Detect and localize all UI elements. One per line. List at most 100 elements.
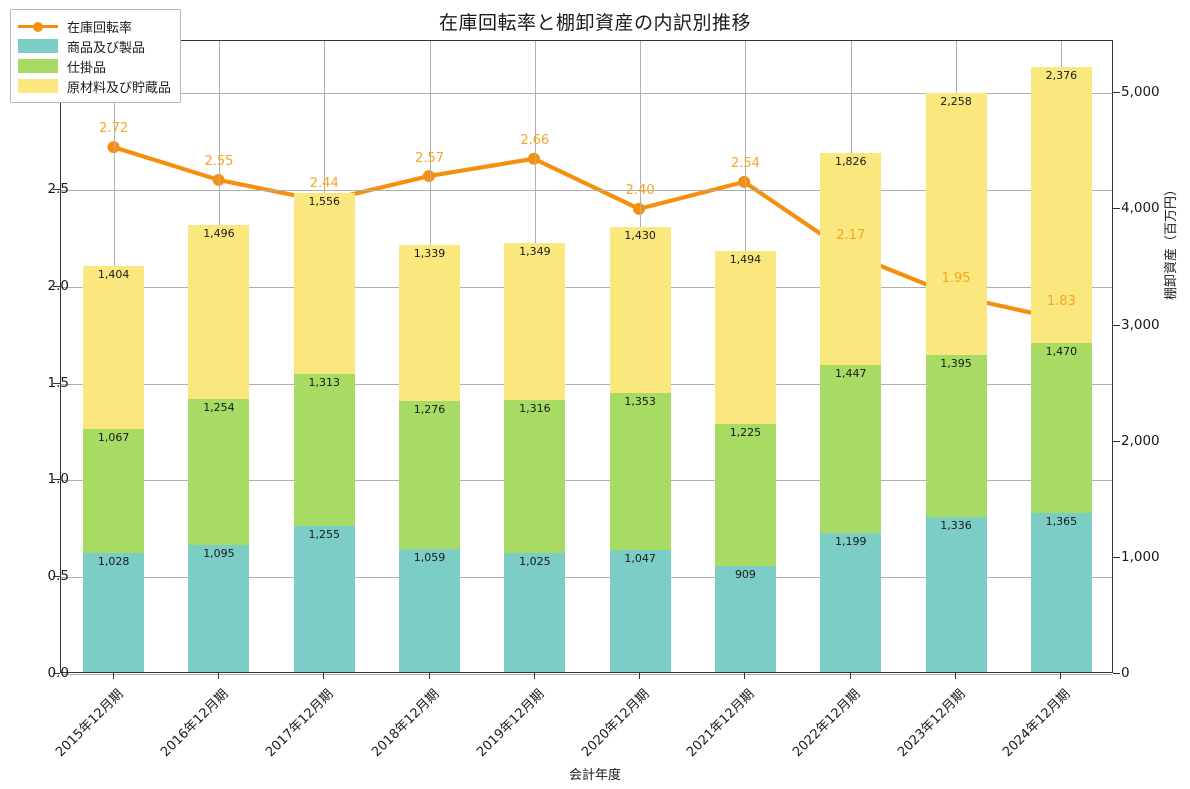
legend-swatch-icon xyxy=(18,39,58,53)
line-value-label: 2.72 xyxy=(99,121,129,137)
bar-stack[interactable]: 1,025 1,316 1,349 xyxy=(504,39,566,672)
bar-stack[interactable]: 1,255 1,313 1,556 xyxy=(293,39,355,672)
x-axis-tick-mark xyxy=(955,673,957,679)
bar-stack[interactable]: 1,095 1,254 1,496 xyxy=(188,39,250,672)
bar-segment[interactable]: 1,255 xyxy=(293,526,355,672)
bar-segment[interactable]: 1,225 xyxy=(714,424,776,567)
bar-segment[interactable]: 1,047 xyxy=(609,550,671,672)
legend-key-icon xyxy=(18,39,58,53)
x-axis-tick-mark xyxy=(849,673,851,679)
bar-value-label: 1,404 xyxy=(97,267,130,281)
bar-value-label: 1,067 xyxy=(97,430,130,444)
bar-segment[interactable]: 1,496 xyxy=(188,225,250,400)
bar-value-label: 909 xyxy=(734,568,756,582)
line-value-label: 2.44 xyxy=(309,175,339,191)
gridline-horizontal xyxy=(61,93,1112,95)
bar-segment[interactable]: 1,025 xyxy=(504,552,566,672)
bar-segment[interactable]: 1,353 xyxy=(609,393,671,551)
bar-segment[interactable]: 2,376 xyxy=(1030,66,1092,343)
y-axis-tick-mark-right xyxy=(1113,440,1120,442)
bar-segment[interactable]: 1,199 xyxy=(820,532,882,672)
bar-segment[interactable]: 1,067 xyxy=(83,428,145,553)
bar-value-label: 2,376 xyxy=(1045,68,1078,82)
bar-segment[interactable]: 1,276 xyxy=(399,400,461,549)
bar-segment[interactable]: 1,404 xyxy=(83,265,145,429)
bar-segment[interactable]: 2,258 xyxy=(925,92,987,355)
bar-segment[interactable]: 1,349 xyxy=(504,243,566,401)
bar-segment[interactable]: 1,395 xyxy=(925,354,987,517)
x-axis-tick-mark xyxy=(323,673,325,679)
y-axis-tick-right: 2,000 xyxy=(1121,432,1160,449)
x-axis-tick-mark xyxy=(744,673,746,679)
bar-segment[interactable]: 1,336 xyxy=(925,516,987,672)
legend-key-icon xyxy=(18,19,58,33)
bar-value-label: 1,349 xyxy=(519,245,551,259)
bar-value-label: 1,047 xyxy=(624,552,656,566)
x-axis-tick-label: 2023年12月期 xyxy=(895,686,969,761)
line-value-label: 2.17 xyxy=(836,227,866,243)
line-value-label: 2.40 xyxy=(625,183,655,199)
bar-segment[interactable]: 1,059 xyxy=(399,549,461,672)
bar-segment[interactable]: 1,556 xyxy=(293,193,355,374)
x-axis-tick-label: 2024年12月期 xyxy=(1000,686,1074,761)
bar-segment[interactable]: 1,365 xyxy=(1030,513,1092,672)
bar-segment[interactable]: 1,494 xyxy=(714,250,776,425)
bar-stack[interactable]: 1,365 1,470 2,376 xyxy=(1030,39,1092,672)
y-axis-tick-right: 5,000 xyxy=(1121,84,1160,101)
bar-value-label: 1,059 xyxy=(413,551,446,564)
bar-value-label: 1,025 xyxy=(519,554,551,568)
bar-segment[interactable]: 1,316 xyxy=(504,400,566,553)
y-axis-tick-mark-left xyxy=(53,189,60,191)
bar-stack[interactable]: 1,059 1,276 1,339 xyxy=(399,39,461,672)
plot-area: 1,028 1,067 1,404 1,095 1,254 1,496 1,255 1,313… xyxy=(60,39,1113,675)
legend-item[interactable]: 原材料及び貯蔵品 xyxy=(18,76,171,96)
bar-stack[interactable]: 1,028 1,067 1,404 xyxy=(83,39,145,672)
gridline-horizontal xyxy=(61,383,1112,385)
bar-value-label: 1,336 xyxy=(940,518,972,532)
bar-value-label: 1,470 xyxy=(1045,344,1078,358)
bar-segment[interactable]: 1,470 xyxy=(1030,342,1092,514)
y-axis-tick-mark-right xyxy=(1113,556,1120,558)
legend-item[interactable]: 仕掛品 xyxy=(18,56,171,76)
bar-stack[interactable]: 1,199 1,447 1,826 xyxy=(820,39,882,672)
y-axis-tick-mark-right xyxy=(1113,208,1120,210)
bar-value-label: 1,826 xyxy=(834,154,867,168)
y-axis-tick-mark-right xyxy=(1113,673,1120,674)
x-axis-tick-mark xyxy=(428,673,430,679)
bar-value-label: 1,095 xyxy=(203,546,235,560)
bar-stack[interactable]: 1,047 1,353 1,430 xyxy=(609,39,671,672)
x-axis-tick-mark xyxy=(217,673,219,679)
gridline-horizontal xyxy=(61,577,1112,579)
x-axis-tick-label: 2015年12月期 xyxy=(52,686,127,761)
bar-segment[interactable]: 1,313 xyxy=(293,373,355,527)
bar-value-label: 2,258 xyxy=(940,94,972,108)
bar-value-label: 1,395 xyxy=(940,356,972,370)
bar-value-label: 1,028 xyxy=(97,554,130,568)
legend-swatch-icon xyxy=(18,59,58,73)
gridline-horizontal xyxy=(61,286,1112,288)
y-axis-tick-mark-left xyxy=(53,673,60,674)
x-axis-tick-mark xyxy=(639,673,641,679)
bar-value-label: 1,199 xyxy=(834,534,867,548)
bar-segment[interactable]: 909 xyxy=(714,566,776,672)
bar-segment[interactable]: 1,254 xyxy=(188,399,250,545)
y-axis-tick-mark-left xyxy=(53,285,60,287)
legend-item[interactable]: 在庫回転率 xyxy=(18,16,171,36)
x-axis-tick-mark xyxy=(112,673,114,679)
line-value-label: 1.95 xyxy=(941,270,971,286)
bar-segment[interactable]: 1,826 xyxy=(820,152,882,365)
bar-segment[interactable]: 1,339 xyxy=(399,245,461,401)
line-value-label: 2.55 xyxy=(204,154,234,170)
x-axis-tick-label: 2021年12月期 xyxy=(684,686,758,761)
bar-segment[interactable]: 1,028 xyxy=(83,552,145,672)
legend-item[interactable]: 商品及び製品 xyxy=(18,36,171,56)
bar-stack[interactable]: 1,336 1,395 2,258 xyxy=(925,39,987,672)
bar-segment[interactable]: 1,095 xyxy=(188,544,250,672)
bar-value-label: 1,339 xyxy=(413,247,446,261)
legend-dot-icon xyxy=(33,21,43,32)
chart-legend: 在庫回転率 商品及び製品 仕掛品 原材料及び貯蔵品 xyxy=(10,9,182,103)
bar-value-label: 1,316 xyxy=(519,402,551,416)
bar-stack[interactable]: 909 1,225 1,494 xyxy=(714,39,776,672)
bar-segment[interactable]: 1,447 xyxy=(820,364,882,533)
bar-segment[interactable]: 1,430 xyxy=(609,227,671,394)
